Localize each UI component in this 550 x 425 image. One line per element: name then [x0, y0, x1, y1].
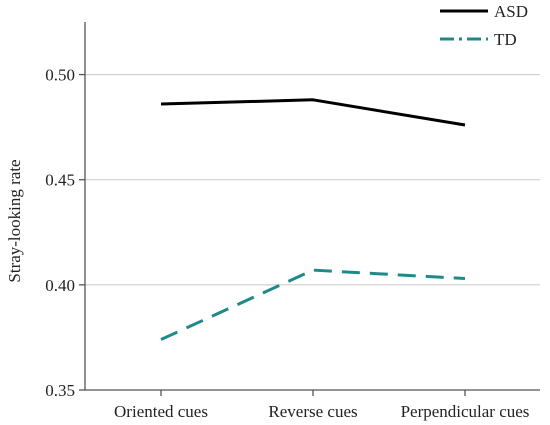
series-lines [160, 98, 466, 341]
axis-frame [84, 22, 540, 391]
gridlines [85, 74, 540, 391]
legend-label-td: TD [494, 30, 517, 49]
series-line-asd [160, 98, 466, 127]
series-line-td [160, 268, 466, 341]
axes [79, 22, 540, 396]
x-tick-label: Reverse cues [268, 402, 357, 421]
x-tick-label: Oriented cues [114, 402, 208, 421]
y-tick-label: 0.50 [45, 66, 75, 85]
legend: ASD TD [440, 2, 528, 49]
y-tick-label: 0.35 [45, 381, 75, 400]
y-tick-label: 0.40 [45, 276, 75, 295]
x-tick-label: Perpendicular cues [401, 402, 530, 421]
y-axis-label: Stray-looking rate [5, 159, 24, 282]
legend-label-asd: ASD [494, 2, 528, 21]
y-tick-label: 0.45 [45, 171, 75, 190]
y-tick-labels: 0.35 0.40 0.45 0.50 [45, 66, 75, 400]
x-tick-labels: Oriented cues Reverse cues Perpendicular c… [114, 402, 529, 421]
